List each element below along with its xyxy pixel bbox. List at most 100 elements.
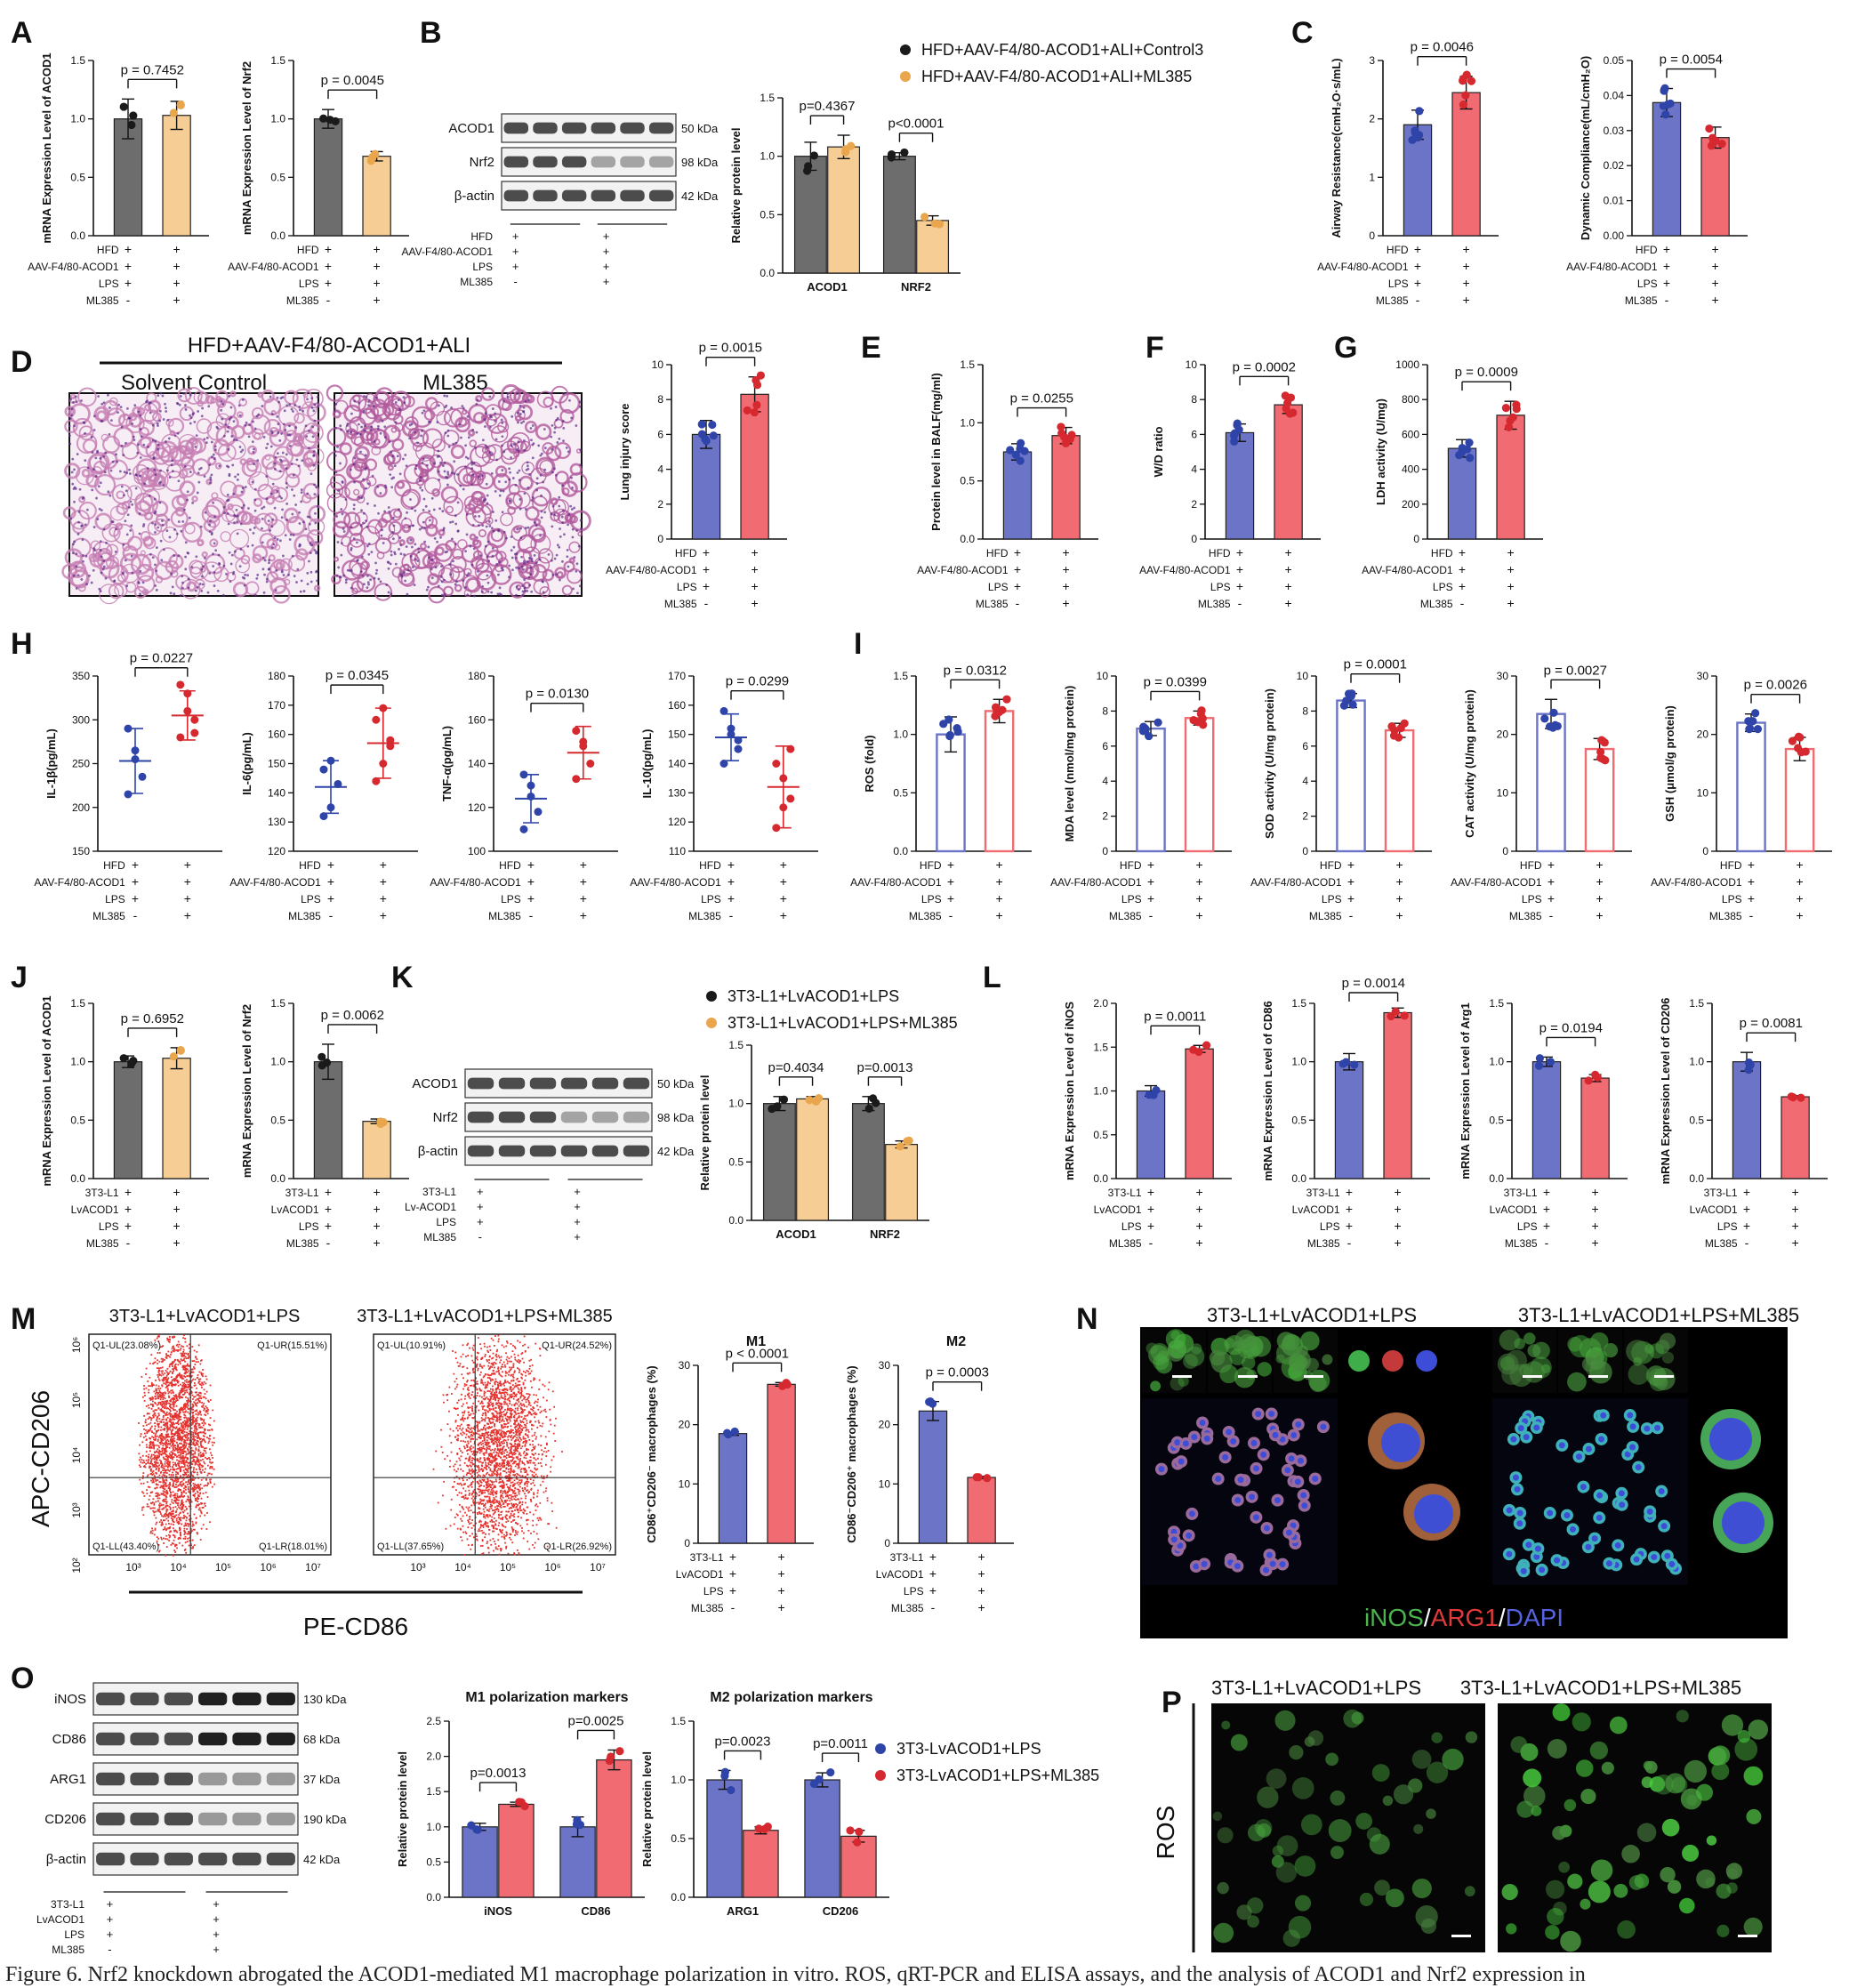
y-tick-label: 0.03 [1604, 125, 1625, 137]
nucleus-dot [208, 530, 212, 534]
tissue-texture [268, 519, 286, 537]
nucleus-dot [181, 581, 184, 584]
condition-label: HFD [986, 547, 1009, 559]
data-point [124, 724, 133, 733]
data-point [1466, 454, 1475, 463]
condition-sign: + [947, 874, 954, 889]
y-tick-label: 1.0 [1689, 1056, 1704, 1068]
tissue-texture [517, 535, 536, 554]
event-dot [180, 1517, 182, 1519]
event-dot [153, 1511, 156, 1514]
nucleus-dot [480, 590, 484, 593]
event-dot [160, 1429, 162, 1431]
event-dot [191, 1394, 194, 1396]
nucleus-dot [315, 551, 318, 553]
nucleus-dot [366, 574, 369, 577]
event-dot [196, 1456, 198, 1459]
y-tick-label: 0.5 [893, 786, 908, 799]
nucleus-dot [520, 565, 524, 568]
event-dot [141, 1459, 143, 1461]
event-dot [191, 1525, 194, 1527]
nucleus-dot [524, 590, 527, 592]
tissue-texture [345, 428, 358, 440]
condition-sign: + [1663, 276, 1670, 290]
blot-row-label: β-actin [418, 1144, 458, 1159]
event-dot [202, 1438, 205, 1440]
event-dot [198, 1507, 201, 1509]
nucleus-dot [238, 414, 242, 417]
legend: 3T3-L1+LvACOD1+LPS3T3-L1+LvACOD1+LPS+ML3… [706, 987, 958, 1032]
nucleus-dot [240, 490, 244, 494]
nucleus-dot [94, 475, 98, 478]
event-dot [195, 1522, 197, 1525]
tissue-texture [446, 505, 454, 514]
nucleus-dot [253, 509, 257, 512]
nucleus-dot [240, 506, 244, 510]
tissue-texture [107, 459, 128, 480]
nucleus-dot [578, 584, 582, 588]
nucleus-dot [137, 410, 141, 414]
data-point [1467, 76, 1476, 85]
nucleus-dot [245, 421, 248, 424]
flow-title-left: 3T3-L1+LvACOD1+LPS [109, 1307, 301, 1326]
event-dot [166, 1466, 169, 1469]
event-dot [184, 1456, 187, 1458]
nucleus-dot [567, 450, 570, 454]
nucleus-dot [234, 514, 237, 518]
tissue-texture [189, 560, 209, 580]
tissue-texture [285, 430, 298, 442]
data-point [708, 420, 717, 430]
condition-label: AAV-F4/80-ACOD1 [228, 261, 319, 273]
nucleus-dot [454, 580, 458, 584]
event-dot [155, 1480, 157, 1483]
nucleus-dot [443, 394, 446, 398]
event-dot [145, 1459, 148, 1461]
nucleus-dot [236, 479, 239, 481]
y-tick-label: 150 [72, 845, 90, 857]
nucleus-dot [295, 458, 299, 462]
nucleus-dot [391, 537, 395, 541]
data-point [1549, 708, 1558, 717]
nucleus-dot [137, 581, 141, 584]
event-dot [139, 1444, 141, 1446]
panel-letter-C: C [1291, 16, 1314, 50]
event-dot [180, 1461, 182, 1463]
nucleus-dot [519, 404, 522, 407]
nucleus-dot [130, 554, 133, 558]
tissue-texture [139, 436, 152, 449]
event-dot [147, 1418, 149, 1420]
condition-sign: + [512, 245, 519, 258]
tissue-texture [359, 426, 379, 446]
event-dot [172, 1417, 174, 1419]
tissue-texture [279, 558, 293, 571]
nucleus-dot [430, 576, 434, 580]
tissue-texture [191, 495, 198, 503]
event-dot [164, 1372, 166, 1374]
tissue-texture [285, 472, 301, 488]
condition-sign: + [1196, 1235, 1203, 1250]
condition-label: AAV-F4/80-ACOD1 [850, 876, 942, 889]
blot-band [591, 156, 616, 168]
event-dot [184, 1338, 186, 1340]
nucleus-dot [339, 424, 342, 428]
event-dot [201, 1426, 204, 1429]
nucleus-dot [383, 436, 387, 439]
nucleus-dot [497, 480, 501, 483]
event-dot [145, 1429, 147, 1431]
panel-letter-G: G [1334, 331, 1357, 365]
nucleus-dot [77, 520, 80, 524]
data-point [697, 420, 706, 429]
nucleus-dot [210, 440, 213, 444]
condition-sign: + [1236, 579, 1243, 593]
nucleus-dot [481, 439, 485, 442]
y-tick-label: 1.0 [1291, 1056, 1306, 1068]
histology-label-left: Solvent Control [121, 371, 267, 395]
event-dot [138, 1453, 141, 1455]
nucleus-dot [241, 448, 245, 452]
data-point [772, 760, 781, 768]
data-point [1717, 139, 1726, 149]
nucleus-dot [366, 586, 369, 590]
data-point [176, 733, 185, 742]
event-dot [195, 1436, 197, 1438]
